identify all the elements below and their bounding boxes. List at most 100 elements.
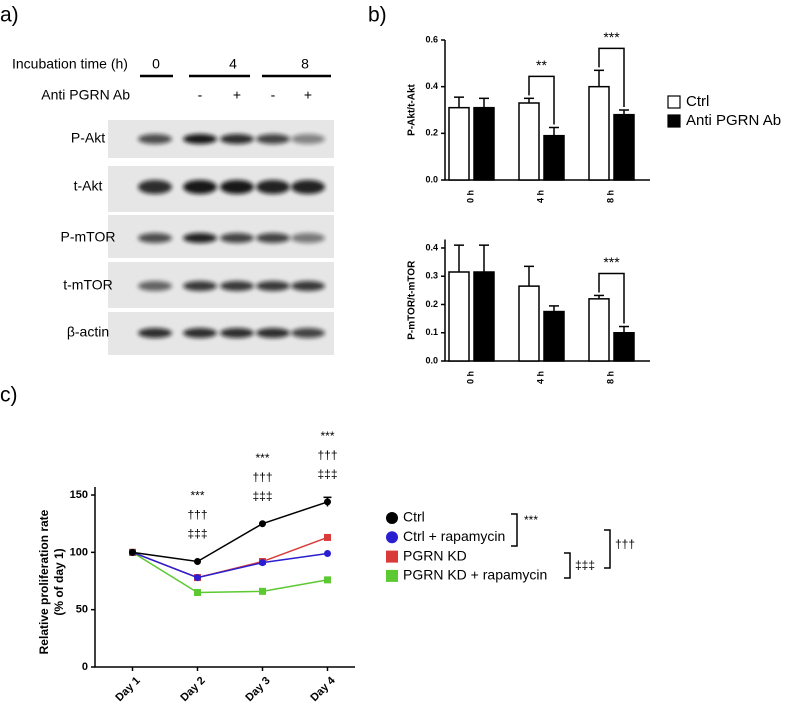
point	[324, 576, 331, 584]
bracket	[511, 513, 518, 547]
blot-band	[291, 134, 325, 144]
bar	[473, 106, 495, 181]
blot-band	[220, 281, 254, 291]
significance-label: †††	[187, 508, 207, 522]
y-tick-label: 0.4	[425, 81, 438, 91]
point	[194, 558, 201, 566]
bracket-label: †††	[615, 537, 635, 551]
bar	[473, 271, 495, 362]
protein-label: P-mTOR	[61, 229, 116, 245]
y-tick-label: 0.2	[425, 299, 438, 309]
x-tick-label: 4 h	[535, 371, 545, 384]
blot-band	[183, 134, 217, 144]
point	[129, 548, 136, 556]
time-label: 8	[301, 56, 309, 72]
blot-band	[138, 180, 172, 194]
significance-label: ‡‡‡	[187, 527, 207, 541]
legend-marker	[386, 569, 398, 582]
significance-label: ***	[320, 429, 334, 443]
blot-band	[291, 180, 325, 194]
bracket	[564, 552, 571, 579]
blot-band	[183, 180, 217, 194]
y-axis-label: Relative proliferation rate	[37, 509, 51, 654]
y-axis-label: P-Akt/t-Akt	[407, 84, 418, 136]
bar	[588, 85, 610, 181]
blot-band	[138, 328, 172, 338]
bar	[588, 298, 610, 362]
significance-label: †††	[252, 470, 272, 484]
time-label: 4	[229, 56, 237, 72]
legend-marker	[386, 512, 398, 524]
significance-label: ***	[603, 29, 620, 45]
panel-label: c)	[0, 384, 18, 407]
y-tick-label: 0.3	[425, 271, 438, 281]
treatment-sign: -	[198, 87, 203, 103]
y-tick-label: 0.4	[425, 242, 438, 252]
bar	[448, 106, 470, 181]
point	[259, 587, 266, 595]
significance-label: ‡‡‡	[252, 489, 272, 503]
significance-label: †††	[317, 448, 337, 462]
line	[132, 551, 328, 579]
treatment-sign: +	[233, 87, 241, 103]
y-tick-label: 0.0	[425, 355, 438, 365]
significance-label: ***	[255, 451, 269, 465]
significance-label: **	[536, 57, 547, 73]
protein-label: β-actin	[67, 324, 109, 340]
significance-label: ‡‡‡	[317, 467, 337, 481]
blot-band	[256, 134, 290, 144]
significance-bracket	[528, 75, 555, 125]
bar	[613, 113, 635, 181]
bracket-label: ‡‡‡	[575, 558, 595, 572]
legend-swatch	[667, 114, 681, 128]
blot-band	[138, 134, 172, 144]
bar	[448, 271, 470, 362]
x-tick-label: 8 h	[605, 190, 615, 203]
y-axis-label: (% of day 1)	[52, 548, 66, 615]
significance-label: ***	[603, 254, 620, 270]
panel-label: b)	[368, 4, 387, 27]
blot-band	[256, 180, 290, 194]
point	[259, 520, 266, 528]
y-axis-label: P-mTOR/t-mTOR	[407, 260, 418, 340]
blot-band	[256, 233, 290, 243]
legend-label: PGRN KD + rapamycin	[403, 567, 547, 583]
point	[194, 574, 201, 582]
y-tick-label: 150	[70, 489, 88, 501]
time-label: 0	[152, 56, 160, 72]
line	[132, 551, 328, 594]
x-tick-label: 0 h	[465, 190, 475, 203]
blot-band	[291, 233, 325, 243]
line	[132, 501, 328, 563]
y-tick-label: 0.1	[425, 327, 438, 337]
legend-swatch	[667, 95, 681, 109]
bar	[613, 331, 635, 362]
significance-label: ***	[190, 489, 204, 503]
legend-label: PGRN KD	[403, 547, 467, 563]
significance-bracket	[598, 272, 625, 324]
x-tick-label: 4 h	[535, 190, 545, 203]
blot-band	[256, 281, 290, 291]
y-tick-label: 0.6	[425, 34, 438, 44]
protein-label: t-Akt	[74, 178, 103, 194]
bar	[543, 134, 565, 181]
legend-label: Ctrl	[403, 509, 425, 525]
x-tick-label: 0 h	[465, 371, 475, 384]
legend-marker	[386, 550, 398, 563]
treatment-sign: +	[304, 87, 312, 103]
blot-band	[183, 328, 217, 338]
legend-marker	[386, 531, 398, 544]
blot-band	[138, 281, 172, 291]
bar	[543, 310, 565, 362]
blot-band	[220, 180, 254, 194]
y-tick-label: 0.2	[425, 128, 438, 138]
time-label: Incubation time (h)	[12, 56, 128, 72]
blot-band	[183, 281, 217, 291]
blot-band	[291, 281, 325, 291]
blot-band	[256, 328, 290, 338]
point	[324, 498, 331, 506]
x-tick-label: Day 2	[178, 675, 207, 704]
bar	[518, 285, 540, 362]
blot-band	[220, 233, 254, 243]
